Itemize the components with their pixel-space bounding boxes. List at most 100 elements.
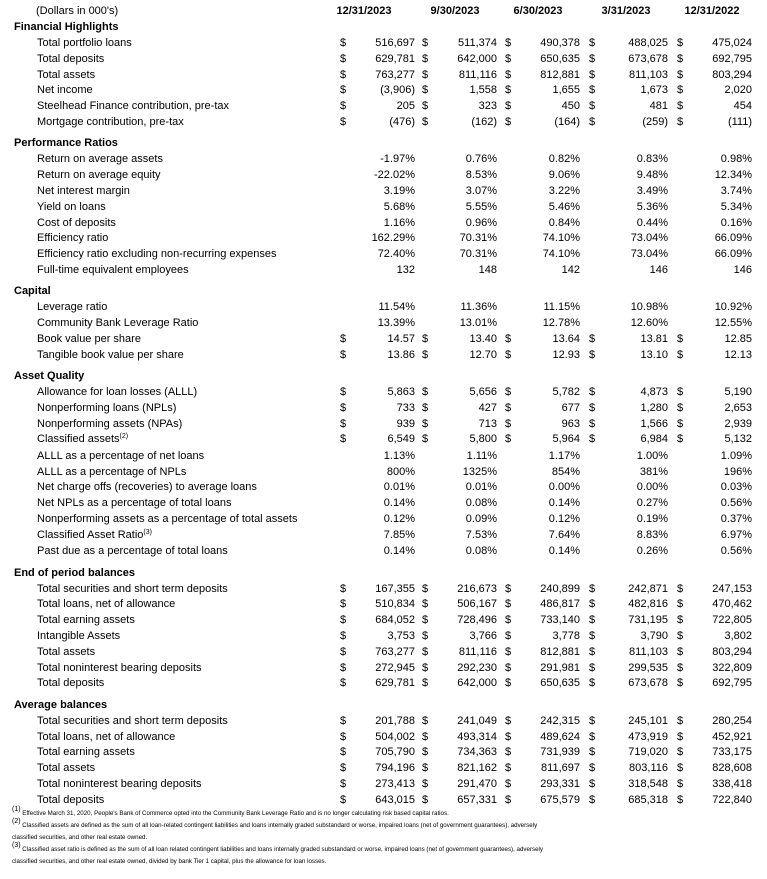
currency-sign: $: [340, 68, 347, 81]
row-label: Mortgage contribution, pre-tax: [37, 115, 184, 129]
cell-value: 0.56%: [720, 545, 752, 558]
row-label: Total loans, net of allowance: [37, 597, 175, 611]
cell-value: 0.01%: [383, 481, 415, 494]
cell-value: 0.96%: [465, 216, 497, 229]
row-label-text: Total loans, net of allowance: [37, 598, 176, 611]
row-label-text: Return on average equity: [37, 169, 161, 182]
cell-value: 5.55%: [465, 200, 497, 213]
currency-sign: $: [340, 746, 347, 759]
currency-sign: $: [677, 401, 684, 414]
cell-value: 705,790: [375, 746, 415, 759]
cell-value: 12.78%: [542, 317, 580, 329]
cell-value: 74.10%: [542, 232, 580, 245]
cell-value: 677: [561, 401, 580, 414]
footnote-text: Classified assets are defined as the sum…: [12, 822, 538, 841]
row-label-text: Return on average assets: [37, 153, 163, 166]
units-label: (Dollars in 000's): [36, 5, 119, 17]
section-title: End of period balances: [14, 566, 136, 579]
currency-sign: $: [340, 116, 347, 128]
currency-sign: $: [422, 630, 429, 642]
currency-sign: $: [422, 730, 429, 743]
currency-sign: $: [340, 100, 347, 113]
cell-value: 650,635: [540, 677, 580, 690]
currency-sign: $: [422, 348, 429, 361]
cell-value: 511,374: [458, 37, 497, 49]
currency-sign: $: [340, 630, 347, 642]
cell-value: 0.16%: [720, 216, 752, 229]
cell-value: 734,363: [457, 746, 497, 759]
cell-value: 291,470: [457, 777, 497, 790]
currency-sign: $: [589, 746, 596, 759]
cell-value: 685,318: [628, 793, 668, 806]
cell-value: 5,132: [724, 433, 752, 446]
cell-value: 162.29%: [371, 232, 415, 245]
currency-sign: $: [505, 52, 512, 65]
cell-value: (111): [727, 116, 752, 128]
row-label: Total assets: [37, 761, 95, 775]
cell-value: 146: [733, 263, 752, 276]
cell-value: 6.97%: [720, 528, 752, 541]
row-label-text: Total securities and short term deposits: [37, 582, 228, 595]
cell-value: 0.14%: [548, 545, 580, 558]
cell-value: 489,624: [540, 730, 580, 743]
cell-value: 381%: [639, 465, 668, 478]
cell-value: 5.34%: [720, 200, 752, 213]
cell-value: 510,834: [375, 598, 415, 611]
cell-value: 73.04%: [630, 232, 668, 245]
cell-value: 629,781: [375, 52, 415, 65]
cell-value: 72.40%: [377, 248, 415, 261]
currency-sign: $: [589, 385, 596, 398]
currency-sign: $: [589, 116, 596, 128]
cell-value: 5.36%: [636, 200, 668, 213]
cell-value: 146: [649, 263, 668, 276]
cell-value: 811,116: [458, 68, 497, 81]
currency-sign: $: [589, 614, 596, 627]
currency-sign: $: [505, 677, 512, 690]
currency-sign: $: [422, 746, 429, 759]
row-label: Steelhead Finance contribution, pre-tax: [37, 99, 229, 113]
currency-sign: $: [589, 714, 596, 727]
column-header: 12/31/2022: [684, 5, 740, 17]
row-label-text: Book value per share: [37, 332, 141, 345]
cell-value: (162): [471, 116, 497, 128]
cell-value: 12.85: [724, 332, 752, 345]
currency-sign: $: [422, 417, 429, 430]
row-label: Book value per share: [37, 332, 141, 346]
cell-value: 70.31%: [459, 232, 497, 245]
currency-sign: $: [422, 582, 429, 595]
cell-value: 1,558: [469, 84, 497, 97]
cell-value: 1,673: [640, 84, 668, 97]
cell-value: 2,653: [724, 401, 752, 414]
row-label: Cost of deposits: [37, 216, 116, 230]
cell-value: 13.01%: [459, 317, 497, 329]
currency-sign: $: [677, 37, 684, 49]
cell-value: 9.06%: [548, 169, 580, 182]
row-label: Intangible Assets: [37, 629, 120, 643]
cell-value: 452,921: [712, 730, 752, 743]
row-label-text: Total assets: [37, 645, 96, 658]
row-label: Nonperforming loans (NPLs): [37, 401, 176, 415]
column-header: 12/31/2023: [336, 5, 392, 17]
row-label-text: Total noninterest bearing deposits: [37, 661, 202, 674]
row-label-text: Intangible Assets: [37, 630, 121, 642]
row-label: Total deposits: [37, 52, 104, 66]
currency-sign: $: [422, 401, 429, 414]
cell-value: 132: [396, 263, 415, 276]
currency-sign: $: [589, 332, 596, 345]
row-label: Total loans, net of allowance: [37, 730, 175, 744]
row-label: Allowance for loan losses (ALLL): [37, 385, 197, 399]
currency-sign: $: [505, 730, 512, 743]
cell-value: 719,020: [628, 746, 668, 759]
currency-sign: $: [589, 630, 596, 642]
row-label-text: Total loans, net of allowance: [37, 730, 176, 743]
cell-value: 470,462: [712, 598, 752, 611]
currency-sign: $: [340, 677, 347, 690]
row-label: Total deposits: [37, 676, 104, 690]
currency-sign: $: [677, 417, 684, 430]
currency-sign: $: [505, 598, 512, 611]
cell-value: 0.37%: [720, 513, 752, 525]
cell-value: 812,881: [540, 68, 580, 81]
section-title: Asset Quality: [14, 369, 85, 382]
cell-value: 828,608: [712, 762, 752, 775]
currency-sign: $: [589, 598, 596, 611]
